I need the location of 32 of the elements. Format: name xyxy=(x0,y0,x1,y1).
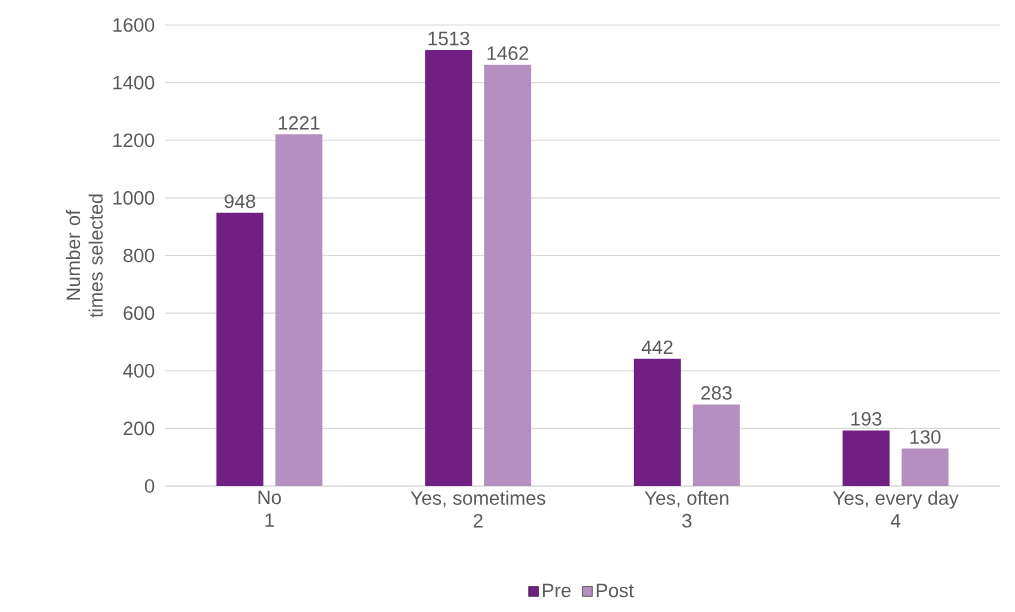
y-tick-label: 600 xyxy=(123,306,155,320)
data-label: 1513 xyxy=(428,31,470,46)
x-tick-label: No 1 xyxy=(258,490,281,527)
y-tick-label: 1200 xyxy=(113,133,155,148)
data-label: 130 xyxy=(910,430,941,444)
y-tick-label: 400 xyxy=(123,363,155,378)
legend-label: Post xyxy=(596,583,634,598)
data-label: 283 xyxy=(701,386,732,400)
y-tick-label: 200 xyxy=(123,421,155,436)
bar xyxy=(275,134,323,486)
x-tick-label: Yes, often 3 xyxy=(644,490,729,528)
bar xyxy=(633,358,681,486)
y-tick-label: 800 xyxy=(123,248,155,263)
data-label: 193 xyxy=(851,411,882,426)
bar xyxy=(842,430,890,486)
x-tick-label: Yes, sometimes 2 xyxy=(410,490,546,528)
bar xyxy=(901,448,949,486)
y-tick-label: 0 xyxy=(144,479,155,493)
legend-label: Pre xyxy=(543,583,571,598)
data-label: 1221 xyxy=(278,115,320,130)
y-tick-label: 1000 xyxy=(113,191,155,205)
y-tick-label: 1400 xyxy=(113,75,155,90)
data-label: 948 xyxy=(224,194,256,209)
y-tick-label: 1600 xyxy=(113,18,155,32)
data-label: 1462 xyxy=(487,46,529,61)
x-tick-label: Yes, every day 4 xyxy=(832,490,959,528)
bar xyxy=(484,64,532,486)
y-axis-title: Number of times selected xyxy=(65,194,103,318)
bar xyxy=(425,50,473,486)
data-label: 442 xyxy=(641,340,673,354)
bar xyxy=(216,212,264,486)
bar xyxy=(692,404,740,486)
